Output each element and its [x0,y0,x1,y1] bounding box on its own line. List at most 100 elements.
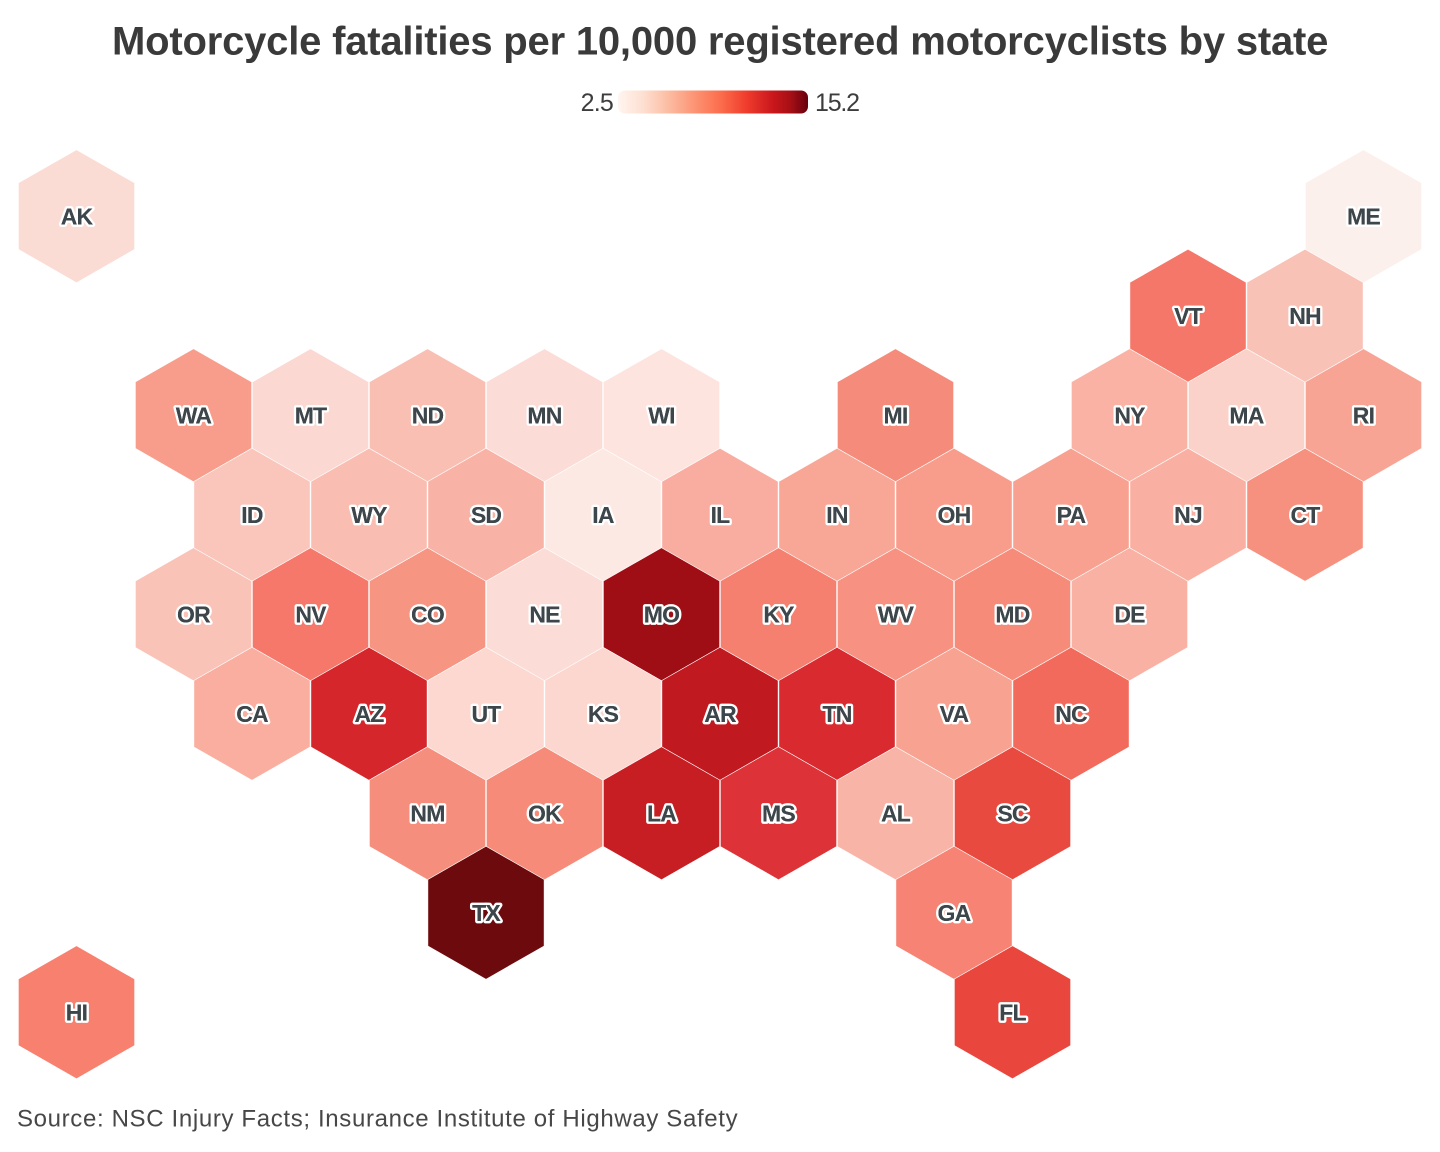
svg-text:AR: AR [704,701,737,727]
svg-text:NC: NC [1055,701,1087,727]
svg-text:CO: CO [411,601,444,627]
svg-text:WY: WY [351,502,387,528]
svg-text:AR: AR [704,701,737,727]
svg-text:VA: VA [940,701,969,727]
svg-text:MN: MN [527,402,561,428]
svg-text:OH: OH [938,502,971,528]
svg-text:ID: ID [241,502,263,528]
svg-text:IA: IA [592,502,614,528]
svg-text:NE: NE [529,601,560,627]
svg-text:MA: MA [1229,402,1263,428]
svg-text:KS: KS [588,701,619,727]
svg-text:RI: RI [1353,402,1374,428]
svg-text:GA: GA [938,900,971,926]
svg-text:UT: UT [471,701,501,727]
svg-text:NM: NM [410,800,444,826]
svg-text:OK: OK [528,800,562,826]
svg-text:OH: OH [938,502,971,528]
svg-text:LA: LA [647,800,676,826]
svg-text:OR: OR [177,601,211,627]
svg-text:MI: MI [884,402,908,428]
svg-text:OR: OR [177,601,211,627]
svg-text:IL: IL [711,502,731,528]
svg-text:MN: MN [527,402,561,428]
svg-text:ME: ME [1347,203,1380,229]
svg-text:MD: MD [995,601,1029,627]
svg-text:NE: NE [529,601,560,627]
svg-text:2.5: 2.5 [581,89,613,117]
svg-text:NH: NH [1289,303,1321,329]
svg-text:CA: CA [236,701,268,727]
svg-text:NJ: NJ [1174,502,1202,528]
svg-text:PA: PA [1057,502,1086,528]
svg-text:IN: IN [826,502,848,528]
svg-text:NY: NY [1114,402,1145,428]
svg-text:NV: NV [295,601,327,627]
svg-text:MD: MD [995,601,1029,627]
svg-text:CT: CT [1290,502,1320,528]
svg-text:AL: AL [881,800,911,826]
svg-text:FL: FL [999,999,1026,1025]
svg-text:MS: MS [762,800,795,826]
svg-text:AZ: AZ [354,701,384,727]
svg-text:NM: NM [410,800,444,826]
svg-text:WV: WV [878,601,915,627]
svg-text:AK: AK [61,203,94,229]
svg-text:AZ: AZ [354,701,384,727]
svg-text:AK: AK [61,203,94,229]
svg-text:NJ: NJ [1174,502,1202,528]
svg-text:PA: PA [1057,502,1086,528]
svg-text:WI: WI [648,402,675,428]
svg-text:UT: UT [471,701,501,727]
svg-text:Source: NSC Injury Facts; Insu: Source: NSC Injury Facts; Insurance Inst… [17,1106,738,1133]
svg-text:CT: CT [1290,502,1320,528]
svg-text:CO: CO [411,601,444,627]
svg-text:KS: KS [588,701,619,727]
svg-text:MI: MI [884,402,908,428]
svg-text:TX: TX [472,900,501,926]
svg-text:TX: TX [472,900,501,926]
svg-text:Motorcycle fatalities per 10,0: Motorcycle fatalities per 10,000 registe… [112,20,1328,64]
svg-text:OK: OK [528,800,562,826]
svg-text:IL: IL [711,502,731,528]
svg-text:ND: ND [412,402,444,428]
svg-text:VT: VT [1174,303,1203,329]
svg-text:WY: WY [351,502,387,528]
svg-text:NY: NY [1114,402,1145,428]
svg-text:WI: WI [648,402,675,428]
svg-text:MA: MA [1229,402,1263,428]
svg-text:FL: FL [999,999,1026,1025]
svg-text:NC: NC [1055,701,1087,727]
svg-text:CA: CA [236,701,268,727]
svg-text:VT: VT [1174,303,1203,329]
svg-text:SD: SD [471,502,502,528]
svg-text:IN: IN [826,502,848,528]
svg-text:IA: IA [592,502,614,528]
svg-text:MO: MO [644,601,679,627]
svg-text:WV: WV [878,601,915,627]
svg-text:WA: WA [176,402,212,428]
svg-text:RI: RI [1353,402,1374,428]
svg-text:HI: HI [66,999,87,1025]
svg-text:HI: HI [66,999,87,1025]
svg-text:KY: KY [763,601,794,627]
svg-text:15.2: 15.2 [815,89,859,117]
svg-text:DE: DE [1114,601,1145,627]
svg-text:WA: WA [176,402,212,428]
svg-text:SC: SC [997,800,1028,826]
svg-text:VA: VA [940,701,969,727]
svg-text:LA: LA [647,800,676,826]
svg-text:MO: MO [644,601,679,627]
svg-text:ND: ND [412,402,444,428]
svg-text:MT: MT [295,402,327,428]
svg-text:SD: SD [471,502,502,528]
svg-text:ME: ME [1347,203,1380,229]
svg-text:SC: SC [997,800,1028,826]
svg-text:KY: KY [763,601,794,627]
svg-text:DE: DE [1114,601,1145,627]
svg-text:TN: TN [822,701,851,727]
svg-text:GA: GA [938,900,971,926]
svg-text:AL: AL [881,800,911,826]
svg-text:NV: NV [295,601,327,627]
svg-text:ID: ID [241,502,263,528]
